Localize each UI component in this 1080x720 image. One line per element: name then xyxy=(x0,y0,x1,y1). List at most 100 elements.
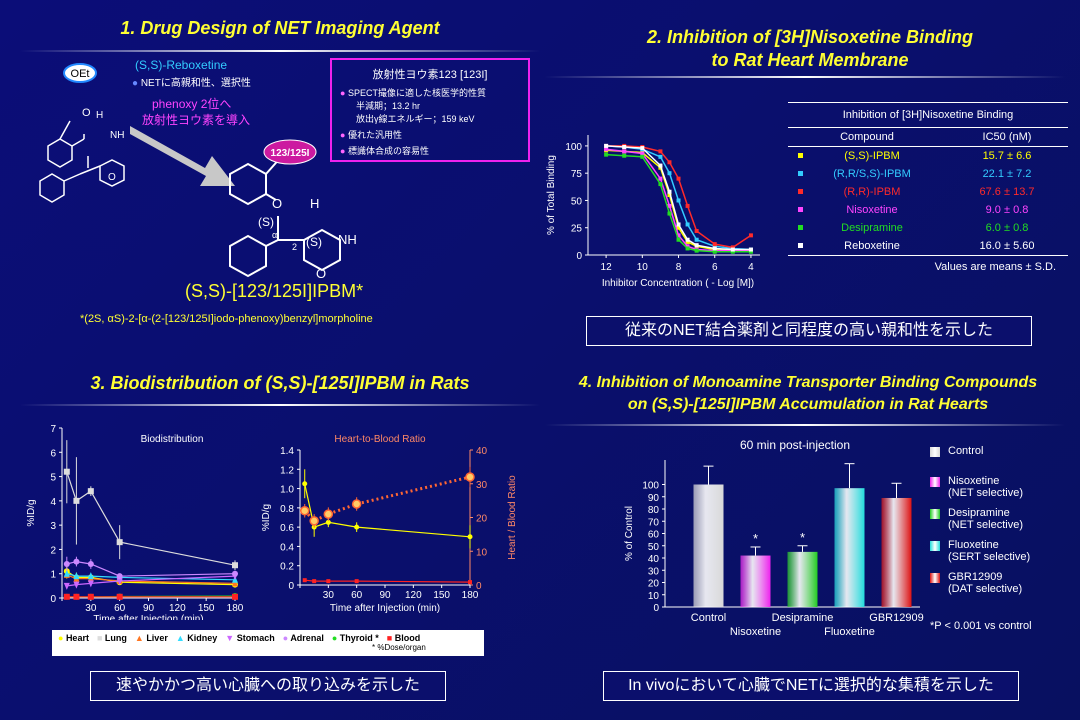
biodistribution-chart: 0 1 2 3 4 5 6 7 30 60 90 120 150 180 Time after Inject… xyxy=(26,424,244,620)
y-tick-label: 0 xyxy=(576,251,582,262)
ic50-row: (R,R/S,S)-IPBM 22.1 ± 7.2 xyxy=(788,165,1068,183)
x-tick-label: 6 xyxy=(712,262,718,273)
legend-square-icon xyxy=(798,171,803,176)
x-tick-label: 60 xyxy=(351,590,363,601)
y2-tick-label: 20 xyxy=(476,514,488,525)
y-tick-label: 4 xyxy=(50,497,56,508)
ic50-compound-name: Nisoxetine xyxy=(846,204,898,216)
y-tick-label: 25 xyxy=(571,224,583,235)
struct-nh: NH xyxy=(338,232,357,247)
ic50-value: 67.6 ± 13.7 xyxy=(979,186,1035,198)
data-point xyxy=(116,593,123,600)
struct-o-small: O xyxy=(82,107,91,119)
data-point xyxy=(63,561,70,567)
data-point xyxy=(676,198,681,203)
y-tick-label: 0.4 xyxy=(280,542,294,553)
bullet-icon: ● xyxy=(340,130,346,140)
y-tick-label: 70 xyxy=(648,517,660,528)
ic50-row: Reboxetine 16.0 ± 5.60 xyxy=(788,237,1068,255)
panel2-title1: 2. Inhibition of [3H]Nisoxetine Binding xyxy=(647,27,973,47)
legend-item: ● Thyroid * xyxy=(332,633,379,643)
category-label: GBR12909 xyxy=(869,612,923,624)
ic50-compound-name: (S,S)-IPBM xyxy=(844,150,900,162)
data-point xyxy=(694,243,699,248)
struct-s1: (S) xyxy=(258,215,274,229)
y-tick-label: 0 xyxy=(653,603,659,614)
bar xyxy=(834,488,865,607)
data-point xyxy=(676,237,681,242)
legend-label: Lung xyxy=(104,633,127,643)
arrow-note2: 放射性ヨウ素を導入 xyxy=(142,113,251,127)
data-point xyxy=(309,516,319,526)
x-tick-label: 150 xyxy=(433,590,450,601)
data-point xyxy=(465,472,475,482)
data-point xyxy=(685,244,690,249)
heart-blood-chart: 0 0.2 0.4 0.6 0.8 1.0 1.2 1.4 0 10 20 30 40 30 60 90 120… xyxy=(261,434,518,614)
data-point xyxy=(73,558,80,565)
y-tick-label: 90 xyxy=(648,493,660,504)
data-point xyxy=(302,481,308,487)
x-axis-label: Time after Injection (min) xyxy=(93,614,203,620)
chart-title: 60 min post-injection xyxy=(740,438,850,452)
data-point xyxy=(748,249,753,254)
bar-legend-sublabel: (NET selective) xyxy=(948,487,1023,499)
data-point xyxy=(326,579,331,584)
box-title: 放射性ヨウ素123 [123I] xyxy=(372,69,488,81)
y-tick-label: 100 xyxy=(565,142,582,153)
box-item1-text: SPECT撮像に適した核医学的性質 xyxy=(347,88,486,98)
y2-tick-label: 10 xyxy=(476,547,488,558)
ic50-table-bottom-rule xyxy=(788,255,1068,256)
struct-o-ring: O xyxy=(316,266,326,281)
iodine-badge xyxy=(263,139,317,165)
bar-legend-item: Desipramine (NET selective) xyxy=(930,507,1070,531)
reboxetine-note-text: NETに高親和性、選択性 xyxy=(140,78,251,89)
significance-mark: * xyxy=(800,530,805,545)
data-point xyxy=(299,506,310,516)
y-tick-label: 0.6 xyxy=(280,523,294,534)
data-point xyxy=(325,519,331,525)
box-item1: ● SPECT撮像に適した核医学的性質 xyxy=(340,86,528,99)
legend-square-icon xyxy=(798,189,803,194)
ic50-row: Desipramine 6.0 ± 0.8 xyxy=(788,219,1068,237)
data-point xyxy=(748,233,753,238)
panel2-summary: 従来のNET結合薬剤と同程度の高い親和性を示した xyxy=(586,316,1032,346)
legend-label: Heart xyxy=(65,633,89,643)
legend-square-icon xyxy=(798,225,803,230)
bar-legend-sublabel: (SERT selective) xyxy=(948,551,1031,563)
p-note: *P < 0.001 vs control xyxy=(930,620,1032,632)
box-item2-text: 優れた汎用性 xyxy=(347,130,402,140)
x-tick-label: 90 xyxy=(143,603,155,614)
bullet-icon: ● xyxy=(132,78,139,89)
data-point xyxy=(312,579,317,584)
ic50-compound-cell: Reboxetine xyxy=(788,237,946,255)
bar xyxy=(740,555,771,607)
panel1-rule xyxy=(20,50,540,52)
legend-item: ● Adrenal xyxy=(283,633,324,643)
y-tick-label: 3 xyxy=(50,521,56,532)
triangle-icon: ▲ xyxy=(175,633,188,643)
x-tick-label: 4 xyxy=(748,262,754,273)
data-point xyxy=(658,149,663,154)
legend-square-icon xyxy=(798,207,803,212)
series-line xyxy=(606,145,752,249)
y-tick-label: 1.4 xyxy=(280,446,294,457)
y-tick-label: 30 xyxy=(648,566,660,577)
struct-o: O xyxy=(272,196,282,211)
data-point xyxy=(676,176,681,181)
struct-h-small: H xyxy=(96,110,103,121)
ic50-value: 16.0 ± 5.60 xyxy=(979,240,1035,252)
square-icon: ■ xyxy=(96,633,105,643)
bar-legend-sublabel: (DAT selective) xyxy=(948,583,1023,595)
x-tick-label: 60 xyxy=(114,603,126,614)
data-point xyxy=(604,152,609,157)
data-point xyxy=(730,245,735,250)
ic50-compound-cell: (R,R/S,S)-IPBM xyxy=(788,165,946,183)
significance-mark: * xyxy=(753,531,758,546)
oet-label: OEt xyxy=(71,68,90,80)
data-point xyxy=(676,225,681,230)
ic50-value: 22.1 ± 7.2 xyxy=(982,168,1032,180)
panel1-title: 1. Drug Design of NET Imaging Agent xyxy=(120,18,440,38)
data-point xyxy=(87,580,94,588)
x-tick-label: 180 xyxy=(227,603,244,614)
